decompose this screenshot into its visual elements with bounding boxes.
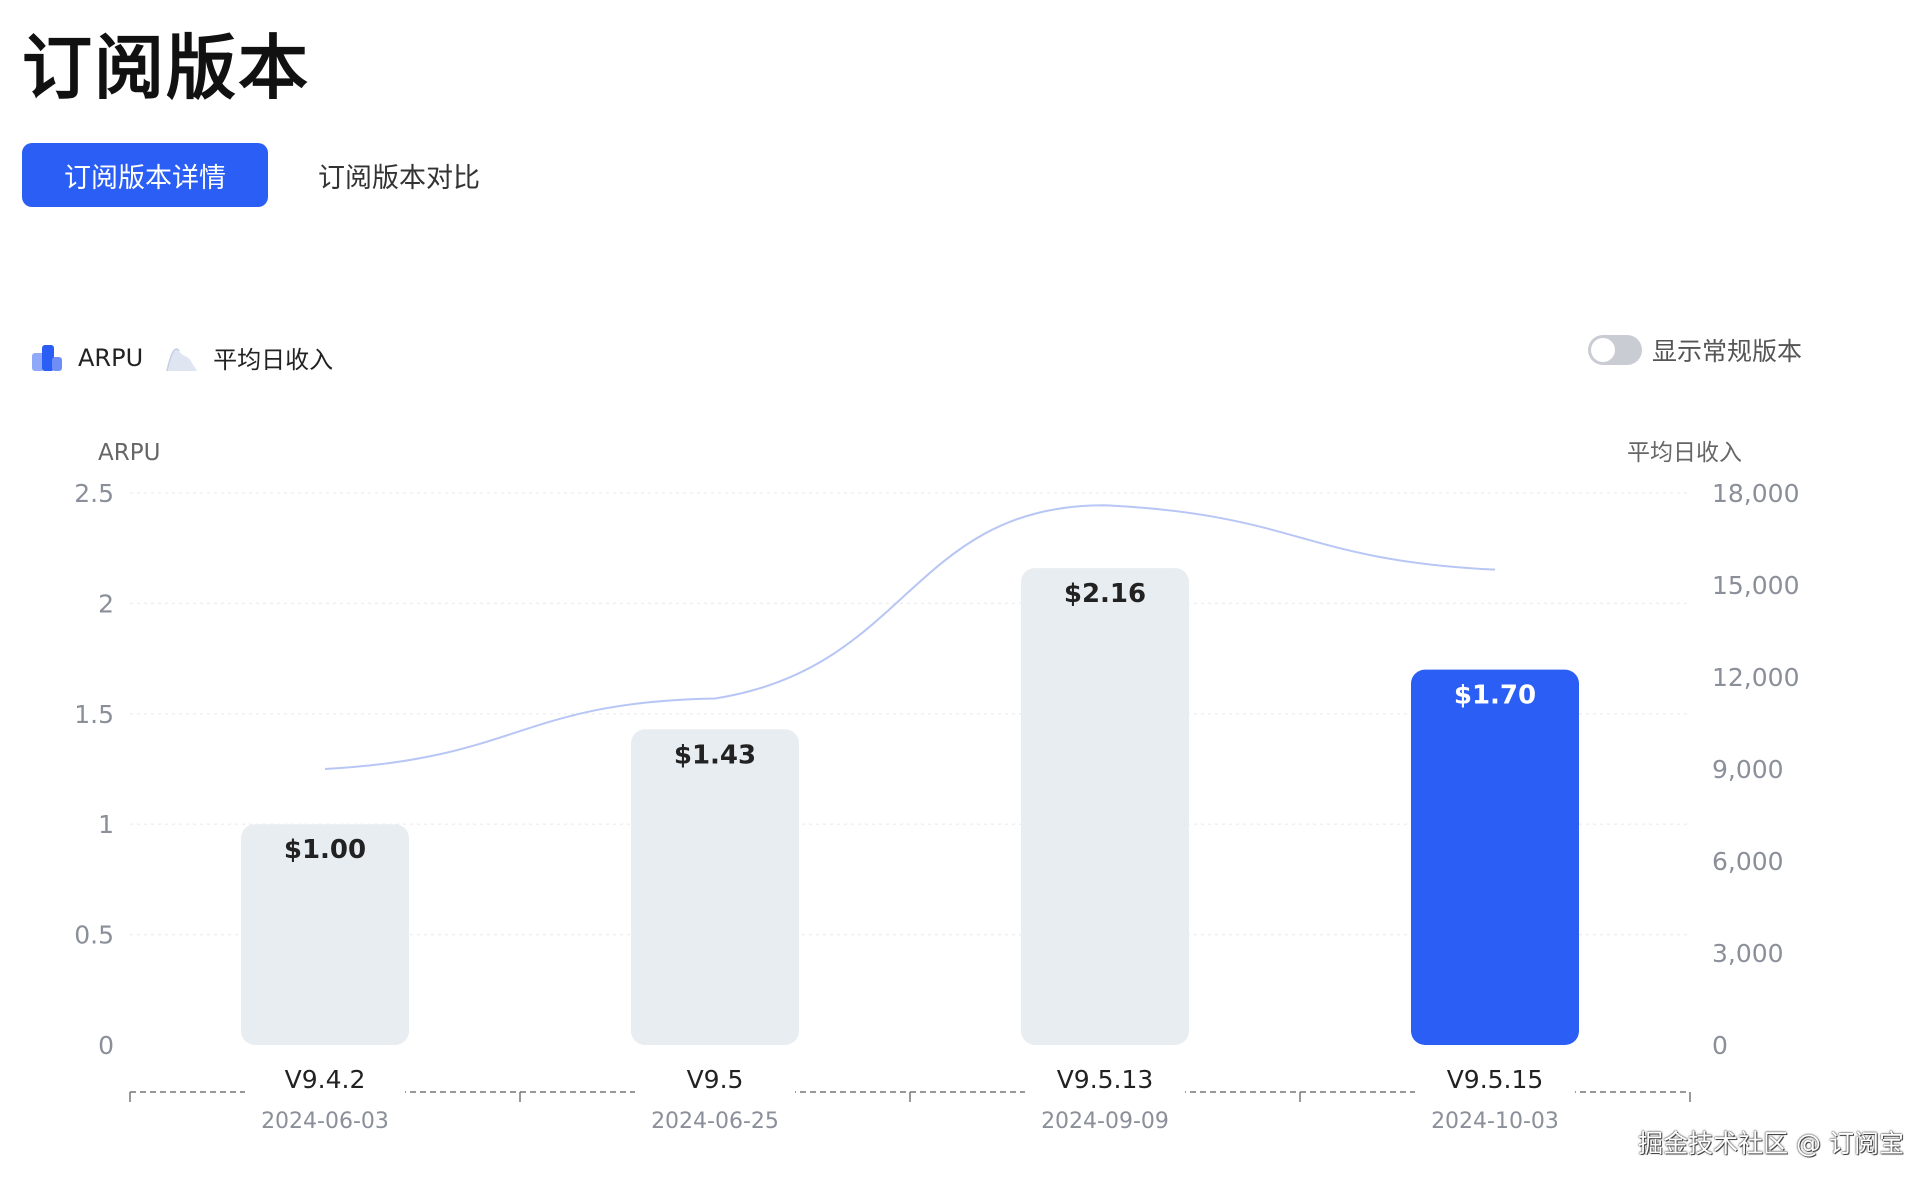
y-axis-right-label: 平均日收入 xyxy=(1627,440,1742,466)
y-right-tick-label: 9,000 xyxy=(1712,755,1784,784)
bar-V9.5.15[interactable] xyxy=(1411,669,1579,1045)
y-right-tick-label: 15,000 xyxy=(1712,571,1799,600)
y-left-tick-label: 1 xyxy=(98,810,114,839)
y-left-tick-label: 2.5 xyxy=(74,479,114,508)
bar-V9.5[interactable] xyxy=(631,729,799,1045)
tab-version-compare[interactable]: 订阅版本对比 xyxy=(276,143,522,207)
y-left-tick-label: 2 xyxy=(98,589,114,618)
bar-value-label: $1.70 xyxy=(1454,681,1536,711)
legend-item-daily-revenue[interactable]: 平均日收入 xyxy=(165,340,333,375)
y-right-tick-label: 12,000 xyxy=(1712,663,1799,692)
x-label-backdrop xyxy=(1025,1076,1185,1108)
tab-version-details[interactable]: 订阅版本详情 xyxy=(22,143,268,207)
bar-V9.4.2[interactable] xyxy=(241,824,409,1045)
bar-value-label: $1.00 xyxy=(284,835,366,865)
area-legend-icon xyxy=(166,347,198,371)
legend-label-arpu: ARPU xyxy=(78,343,144,372)
toggle-label: 显示常规版本 xyxy=(1652,337,1803,366)
chart-legend: ARPU 平均日收入 xyxy=(30,340,355,375)
x-label-backdrop xyxy=(1415,1076,1575,1108)
watermark: 掘金技术社区 @ 订阅宝 xyxy=(1638,1129,1904,1158)
x-date-label: 2024-06-25 xyxy=(651,1109,779,1134)
y-axis-left-label: ARPU xyxy=(98,440,160,466)
toggle-switch[interactable] xyxy=(1588,335,1642,365)
y-left-tick-label: 0.5 xyxy=(74,921,114,950)
x-category-label: V9.5.13 xyxy=(1057,1065,1154,1094)
x-date-label: 2024-09-09 xyxy=(1041,1109,1169,1134)
legend-label-daily-revenue: 平均日收入 xyxy=(213,346,334,374)
x-date-label: 2024-06-03 xyxy=(261,1109,389,1134)
x-label-backdrop xyxy=(635,1076,795,1108)
legend-item-arpu[interactable]: ARPU xyxy=(30,343,143,373)
y-right-tick-label: 3,000 xyxy=(1712,939,1784,968)
bar-value-label: $1.43 xyxy=(674,740,756,770)
bar-legend-icon xyxy=(32,344,62,371)
show-regular-versions-toggle: 显示常规版本 xyxy=(1588,332,1802,368)
x-date-label: 2024-10-03 xyxy=(1431,1109,1559,1134)
toggle-knob xyxy=(1591,338,1615,362)
y-right-tick-label: 18,000 xyxy=(1712,479,1799,508)
daily-revenue-line xyxy=(324,504,1496,770)
x-category-label: V9.4.2 xyxy=(285,1065,366,1094)
x-label-backdrop xyxy=(245,1076,405,1108)
x-category-label: V9.5 xyxy=(687,1065,744,1094)
y-left-tick-label: 0 xyxy=(98,1031,114,1060)
bar-value-label: $2.16 xyxy=(1064,579,1146,609)
bar-V9.5.13[interactable] xyxy=(1021,568,1189,1045)
y-right-tick-label: 6,000 xyxy=(1712,847,1784,876)
y-left-tick-label: 1.5 xyxy=(74,700,114,729)
x-category-label: V9.5.15 xyxy=(1447,1065,1544,1094)
page-title: 订阅版本 xyxy=(22,27,310,109)
tab-bar: 订阅版本详情 订阅版本对比 xyxy=(22,143,522,207)
y-right-tick-label: 0 xyxy=(1712,1031,1728,1060)
